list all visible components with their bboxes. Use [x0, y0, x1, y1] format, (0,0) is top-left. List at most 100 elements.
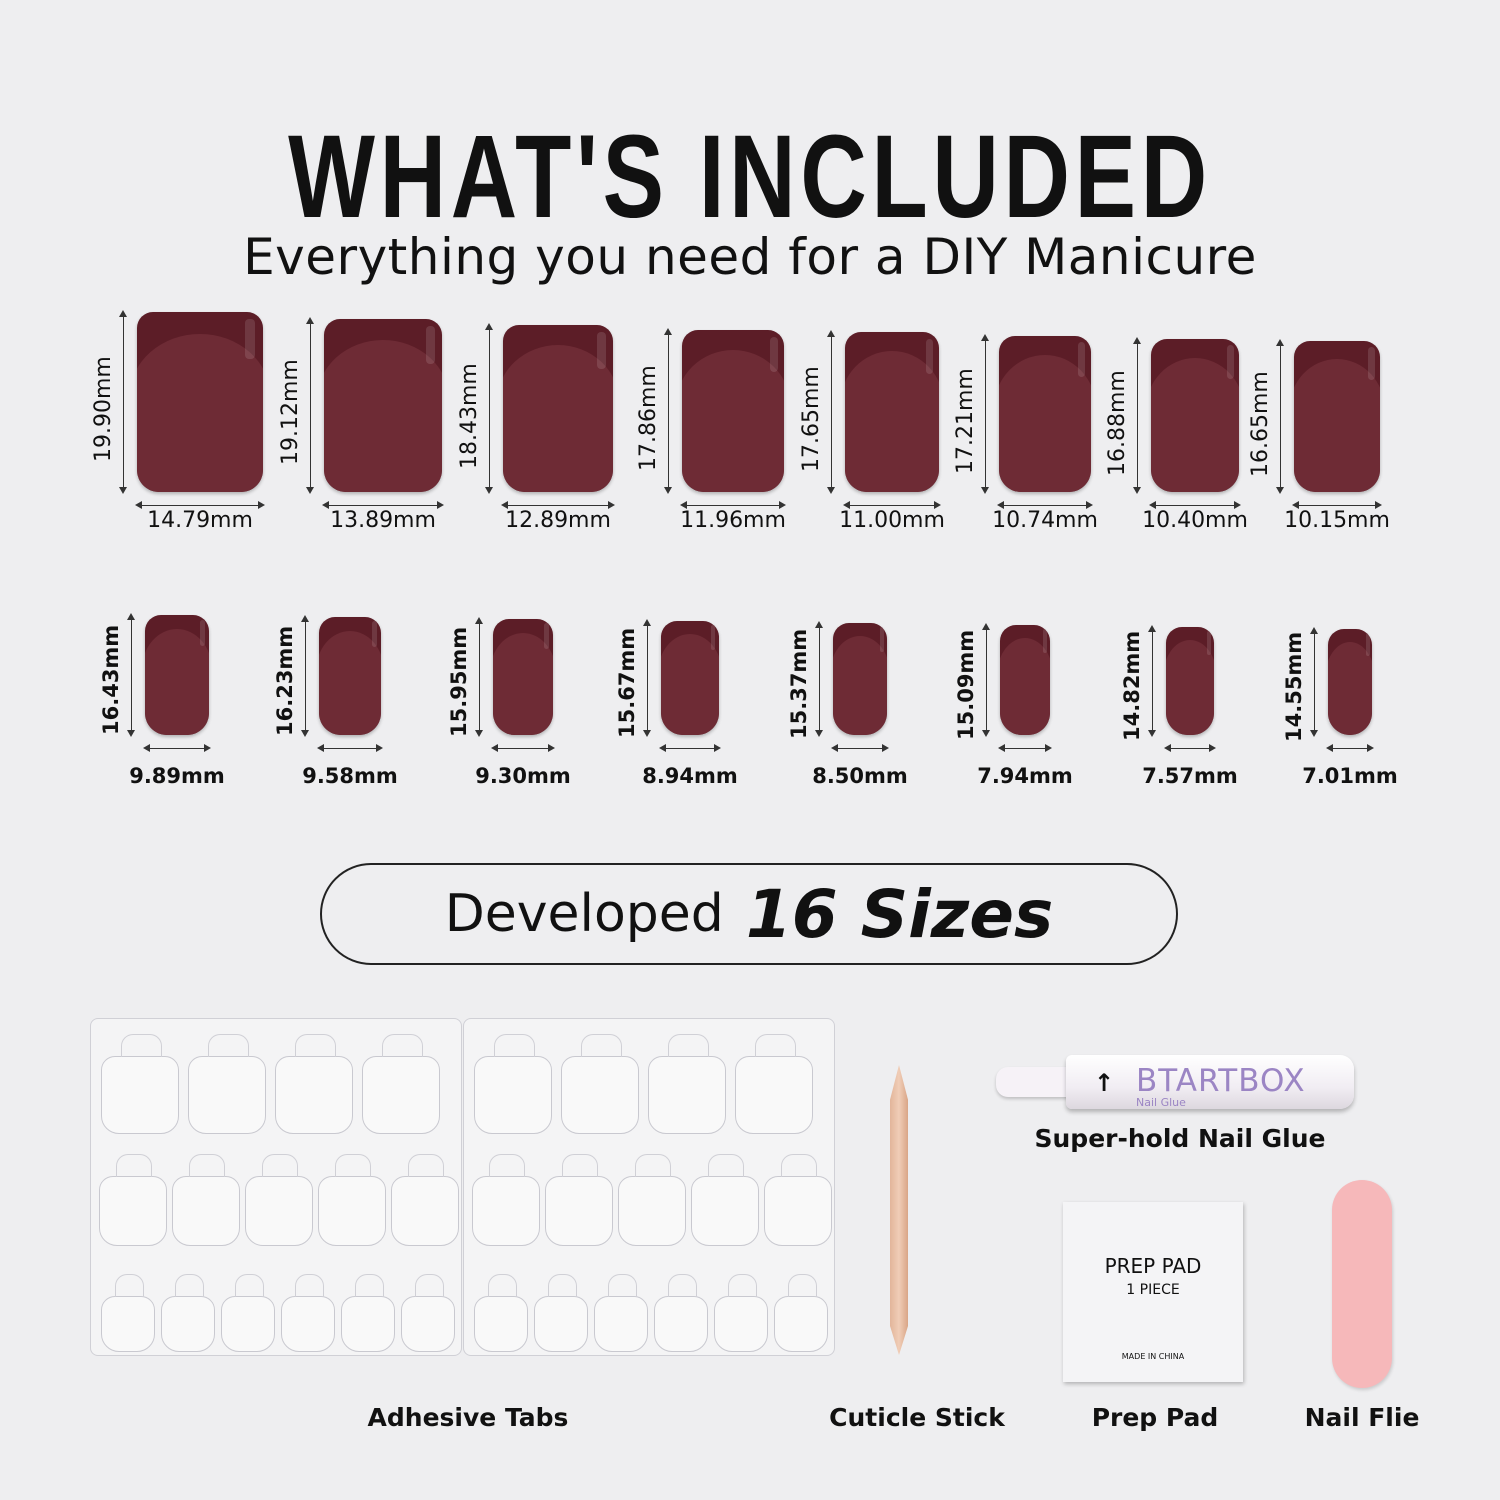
adhesive-tab: [561, 1056, 639, 1134]
press-on-nail: [319, 616, 381, 735]
nail-width-label: 7.57mm: [1142, 764, 1238, 788]
glue-sub: Nail Glue: [1136, 1096, 1186, 1109]
nail-file-image: [1332, 1180, 1392, 1388]
adhesive-tab: [764, 1176, 832, 1246]
adhesive-tab: [172, 1176, 240, 1246]
adhesive-tab: [99, 1176, 167, 1246]
press-on-nail: [1165, 626, 1215, 735]
nail-height-label: 14.82mm: [1119, 630, 1144, 741]
page-title: WHAT'S INCLUDED: [288, 111, 1212, 243]
width-dimension-line: [501, 501, 615, 509]
nail-width-label: 13.89mm: [330, 508, 436, 533]
press-on-nail: [1293, 341, 1381, 492]
nail-width-label: 7.94mm: [977, 764, 1073, 788]
cuticle-stick-caption: Cuticle Stick: [829, 1403, 1005, 1432]
press-on-nail: [1327, 628, 1373, 735]
nail-height-label: 19.12mm: [277, 359, 303, 466]
width-dimension-line: [659, 744, 721, 752]
height-dimension-line: [485, 323, 494, 494]
height-dimension-line: [1132, 337, 1141, 494]
nail-width-label: 10.74mm: [992, 508, 1098, 533]
height-dimension-line: [981, 334, 990, 494]
nail-width-label: 12.89mm: [505, 508, 611, 533]
width-dimension-line: [321, 501, 445, 509]
nail-height-label: 15.67mm: [615, 627, 640, 738]
width-dimension-line: [1291, 501, 1383, 509]
prep-pad-line2: 1 PIECE: [1126, 1282, 1180, 1298]
adhesive-tab: [188, 1056, 266, 1134]
height-dimension-line: [1309, 626, 1318, 738]
adhesive-tab: [281, 1296, 335, 1352]
nail-height-label: 17.65mm: [799, 366, 825, 473]
press-on-nail: [661, 620, 719, 735]
nail-height-label: 14.55mm: [1281, 631, 1306, 742]
nail-width-label: 10.40mm: [1142, 508, 1248, 533]
nail-height-label: 16.88mm: [1104, 369, 1130, 476]
nail-height-label: 15.95mm: [447, 626, 472, 737]
nail-file-caption: Nail Flie: [1304, 1403, 1420, 1432]
nail-glue-image: ↑ BTARTBOX Nail Glue: [996, 1055, 1354, 1109]
nail-height-label: 15.09mm: [953, 629, 978, 740]
height-dimension-line: [1147, 624, 1156, 738]
nail-width-label: 8.94mm: [642, 764, 738, 788]
glue-brand: BTARTBOX: [1136, 1063, 1306, 1099]
height-dimension-line: [664, 328, 673, 494]
width-dimension-line: [317, 744, 383, 752]
nail-height-label: 19.90mm: [91, 356, 117, 462]
width-dimension-line: [997, 744, 1053, 752]
nail-width-label: 7.01mm: [1302, 764, 1398, 788]
height-dimension-line: [475, 616, 484, 738]
prep-pad-line1: PREP PAD: [1104, 1254, 1202, 1278]
adhesive-tab: [221, 1296, 275, 1352]
nail-height-label: 17.86mm: [636, 365, 662, 472]
nail-height-label: 16.43mm: [99, 624, 124, 736]
press-on-nail: [137, 311, 263, 492]
press-on-nail: [323, 318, 443, 492]
width-dimension-line: [843, 501, 941, 509]
adhesive-tab: [774, 1296, 828, 1352]
adhesive-tab: [401, 1296, 455, 1352]
adhesive-tabs-caption: Adhesive Tabs: [367, 1403, 569, 1432]
press-on-nail: [999, 624, 1051, 735]
glue-cap: [996, 1067, 1076, 1097]
adhesive-tab: [545, 1176, 613, 1246]
width-dimension-line: [143, 744, 211, 752]
press-on-nail: [493, 618, 553, 735]
width-dimension-line: [491, 744, 555, 752]
height-dimension-line: [119, 309, 128, 495]
prep-pad-line3: MADE IN CHINA: [1121, 1352, 1185, 1361]
adhesive-tab: [714, 1296, 768, 1352]
nail-height-label: 17.21mm: [953, 368, 979, 475]
height-dimension-line: [305, 316, 314, 495]
adhesive-tab: [474, 1056, 552, 1134]
width-dimension-line: [997, 501, 1093, 509]
sizes-badge-emphasis: 16 Sizes: [745, 875, 1054, 953]
adhesive-tab-sheet: [463, 1018, 835, 1356]
adhesive-tab: [101, 1056, 179, 1134]
nail-width-label: 8.50mm: [812, 764, 908, 788]
width-dimension-line: [1163, 744, 1217, 752]
adhesive-tab: [474, 1296, 528, 1352]
nail-glue-caption: Super-hold Nail Glue: [1034, 1124, 1326, 1153]
adhesive-tab: [648, 1056, 726, 1134]
adhesive-tab: [594, 1296, 648, 1352]
adhesive-tab: [534, 1296, 588, 1352]
width-dimension-line: [830, 744, 890, 752]
prep-pad-caption: Prep Pad: [1091, 1403, 1219, 1432]
press-on-nail: [145, 615, 209, 735]
adhesive-tab: [101, 1296, 155, 1352]
width-dimension-line: [1148, 501, 1242, 509]
height-dimension-line: [814, 620, 823, 738]
width-dimension-line: [1325, 744, 1375, 752]
nail-width-label: 9.58mm: [302, 764, 398, 788]
nail-height-label: 15.37mm: [786, 628, 811, 739]
page-subtitle: Everything you need for a DIY Manicure: [243, 228, 1257, 286]
glue-tube: [1066, 1055, 1354, 1109]
adhesive-tab: [318, 1176, 386, 1246]
adhesive-tab: [472, 1176, 540, 1246]
press-on-nail: [1150, 339, 1240, 492]
arrow-up-icon: ↑: [1094, 1069, 1115, 1097]
nail-height-label: 18.43mm: [457, 362, 483, 469]
nail-width-label: 9.30mm: [475, 764, 571, 788]
adhesive-tab: [275, 1056, 353, 1134]
